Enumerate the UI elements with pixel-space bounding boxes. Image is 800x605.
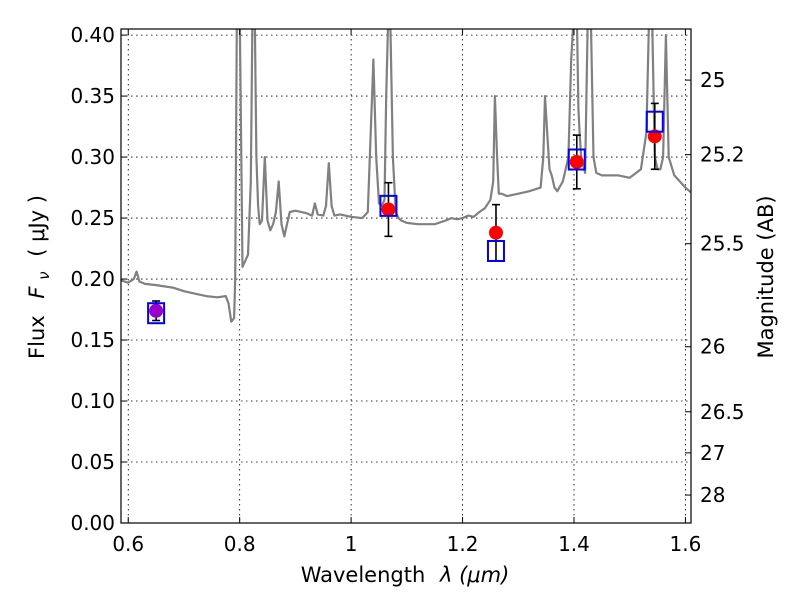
y2-tick-label: 25	[700, 68, 725, 92]
photometry-point	[149, 303, 164, 318]
y-tick-label: 0.30	[70, 145, 115, 169]
plot-area	[121, 29, 691, 325]
photometry-point	[647, 129, 662, 144]
y2-tick-label: 26.5	[700, 400, 745, 424]
x-tick-label: 0.6	[112, 532, 144, 556]
x-axis-math: λ (μm)	[439, 563, 509, 587]
y-axis-label: Flux	[25, 315, 49, 359]
y-tick-label: 0.40	[70, 23, 115, 47]
y2-tick-label: 27	[700, 441, 725, 465]
y2-tick-label: 26	[700, 335, 725, 359]
ticks: 0.6 0.8 1 1.2 1.4 1.6 0.00 0.05 0.10 0.15 0.20 0.25…	[70, 23, 744, 556]
y2-tick-label: 25.2	[700, 143, 745, 167]
plot-frame	[120, 28, 692, 524]
photometry-point	[569, 154, 584, 169]
y-tick-label: 0.10	[70, 389, 115, 413]
x-tick-label: 1.4	[558, 532, 590, 556]
photometry-point	[381, 202, 396, 217]
y-axis-title: Flux F ν ( μJy )	[25, 195, 54, 359]
model-point	[147, 302, 166, 325]
y2-tick-label: 28	[700, 483, 725, 507]
y-tick-label: 0.35	[70, 84, 115, 108]
photometry-point	[488, 225, 503, 240]
y-tick-label: 0.15	[70, 328, 115, 352]
x-tick-label: 0.8	[224, 532, 256, 556]
model-point	[645, 110, 664, 133]
x-tick-label: 1	[345, 532, 358, 556]
x-axis-label: Wavelength	[301, 563, 426, 587]
y-axis-math-subscript: ν	[35, 271, 53, 279]
x-tick-label: 1.6	[670, 532, 702, 556]
model-point	[486, 239, 505, 262]
x-axis-title: Wavelength λ (μm)	[301, 563, 510, 587]
y-tick-label: 0.05	[70, 450, 115, 474]
grid	[121, 29, 691, 523]
model-point	[379, 194, 398, 217]
y-axis-math: F	[25, 286, 49, 299]
y2-tick-label: 25.5	[700, 232, 745, 256]
y2-axis-title: Magnitude (AB)	[754, 195, 778, 358]
y-tick-label: 0.00	[70, 511, 115, 535]
x-tick-label: 1.2	[447, 532, 479, 556]
y-tick-label: 0.25	[70, 206, 115, 230]
model-point	[567, 148, 586, 171]
y-axis-unit: ( μJy )	[25, 195, 49, 257]
y-tick-label: 0.20	[70, 267, 115, 291]
